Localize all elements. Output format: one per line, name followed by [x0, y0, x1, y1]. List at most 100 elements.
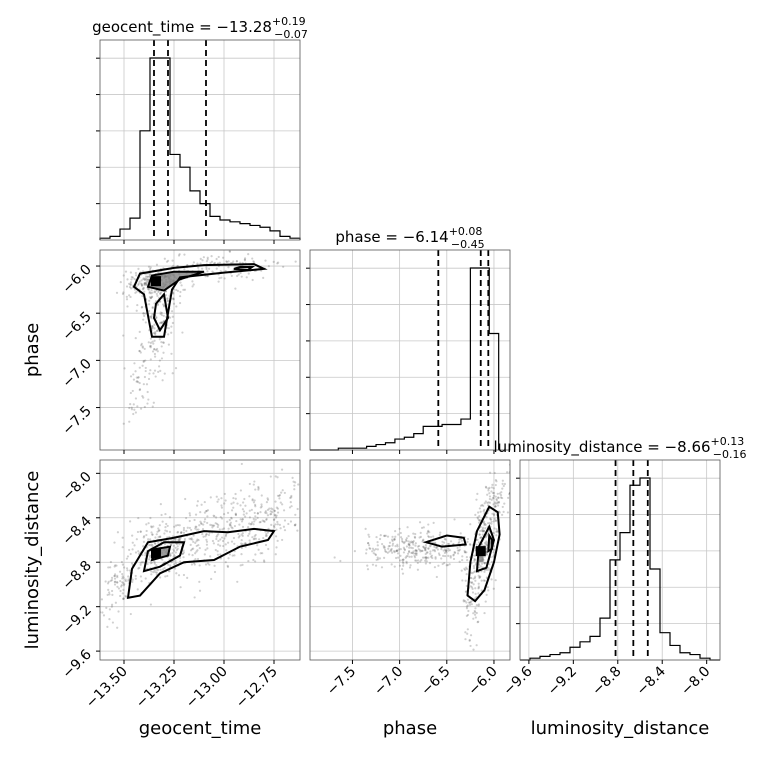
sample-point — [276, 262, 279, 265]
sample-point — [204, 535, 207, 538]
sample-point — [205, 267, 208, 271]
sample-point — [412, 543, 415, 546]
sample-point — [478, 566, 481, 569]
sample-point — [464, 568, 467, 571]
sample-point — [388, 550, 391, 553]
sample-point — [194, 513, 198, 516]
sample-point — [215, 516, 218, 519]
sample-point — [141, 394, 144, 398]
sample-point — [492, 555, 495, 558]
sample-point — [176, 545, 179, 548]
sample-point — [159, 312, 162, 316]
sample-point — [143, 282, 146, 285]
sample-point — [160, 340, 163, 344]
sample-point — [198, 564, 201, 567]
sample-point — [156, 329, 159, 332]
sample-point — [137, 376, 140, 379]
sample-point — [404, 538, 408, 541]
sample-point — [414, 559, 417, 562]
sample-point — [206, 270, 209, 273]
sample-point — [251, 278, 254, 282]
sample-point — [148, 554, 151, 557]
sample-point — [276, 507, 280, 510]
sample-point — [272, 260, 275, 263]
sample-point — [435, 546, 438, 549]
sample-point — [260, 494, 263, 497]
sample-point — [142, 540, 146, 543]
sample-point — [427, 529, 430, 532]
sample-point — [158, 359, 161, 362]
sample-point — [464, 665, 466, 667]
sample-point — [502, 510, 505, 513]
sample-point — [123, 583, 126, 586]
sample-point — [240, 462, 243, 466]
sample-point — [366, 564, 369, 567]
sample-point — [155, 564, 158, 567]
sample-point — [217, 498, 220, 501]
sample-point — [227, 557, 230, 560]
sample-point — [230, 516, 233, 519]
sample-point — [233, 542, 236, 545]
sample-point — [143, 290, 146, 293]
sample-point — [471, 581, 474, 584]
sample-point — [483, 561, 486, 565]
sample-point — [146, 562, 149, 566]
y-tick-label: −7.5 — [59, 403, 94, 438]
sample-point — [380, 566, 384, 569]
sample-point — [476, 517, 480, 520]
sample-point — [474, 592, 477, 595]
sample-point — [288, 506, 292, 509]
sample-point — [137, 283, 140, 286]
sample-point — [399, 554, 402, 557]
x-tick-label: −7.5 — [324, 664, 359, 699]
sample-point — [489, 518, 493, 521]
sample-point — [445, 551, 448, 554]
sample-point — [264, 543, 268, 547]
sample-point — [484, 543, 488, 546]
sample-point — [262, 559, 266, 562]
sample-point — [415, 549, 418, 552]
sample-point — [236, 274, 239, 278]
sample-point — [456, 546, 459, 550]
sample-point — [497, 496, 500, 499]
sample-point — [472, 571, 475, 574]
sample-point — [165, 530, 169, 533]
sample-point — [148, 290, 151, 294]
sample-point — [147, 538, 150, 541]
sample-point — [193, 596, 196, 599]
sample-point — [174, 546, 177, 549]
sample-point — [458, 560, 461, 563]
sample-point — [384, 550, 387, 553]
sample-point — [353, 550, 356, 553]
sample-point — [156, 350, 159, 353]
sample-point — [142, 278, 145, 281]
sample-point — [477, 585, 480, 588]
sample-point — [278, 497, 281, 500]
sample-point — [401, 540, 404, 543]
sample-point — [213, 564, 216, 567]
sample-point — [272, 524, 276, 528]
sample-point — [171, 372, 174, 375]
sample-point — [465, 605, 469, 608]
sample-point — [471, 587, 474, 590]
sample-point — [268, 507, 271, 510]
sample-point — [467, 609, 470, 613]
sample-point — [121, 292, 125, 295]
sample-point — [397, 556, 400, 559]
sample-point — [149, 292, 153, 295]
sample-point — [160, 321, 163, 324]
sample-point — [205, 533, 208, 536]
sample-point — [481, 530, 485, 533]
sample-point — [453, 518, 456, 521]
sample-point — [259, 511, 262, 514]
sample-point — [481, 503, 484, 507]
sample-point — [485, 551, 488, 554]
sample-point — [424, 547, 427, 550]
sample-point — [488, 497, 491, 501]
sample-point — [408, 555, 411, 558]
sample-point — [169, 543, 173, 546]
sample-point — [490, 560, 494, 563]
sample-point — [490, 486, 494, 489]
sample-point — [146, 402, 149, 405]
sample-point — [414, 552, 417, 555]
